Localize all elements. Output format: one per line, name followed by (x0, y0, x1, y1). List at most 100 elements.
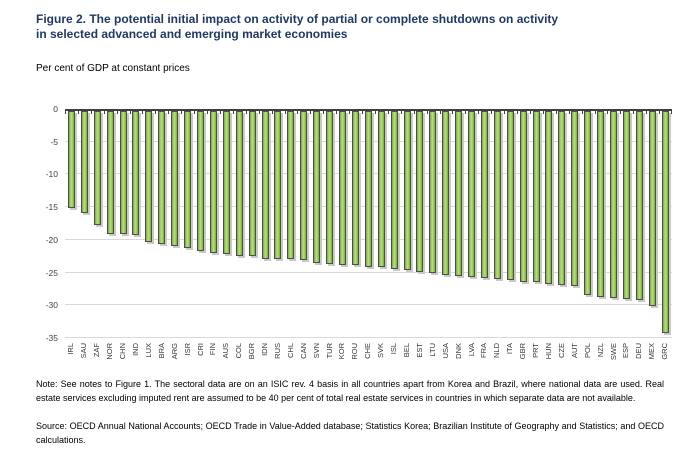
bar-slot-TUR (323, 111, 336, 338)
bar-SAU (80, 111, 88, 214)
bar-slot-ISR (181, 111, 194, 338)
x-label-IND: IND (130, 343, 140, 356)
x-label-slot-AUT: AUT (568, 343, 581, 358)
bar-slot-ESP (620, 111, 633, 338)
x-label-slot-DEU: DEU (633, 343, 646, 359)
x-label-slot-GRC: GRC (659, 343, 672, 360)
bar-slot-SAU (78, 111, 91, 338)
x-label-AUT: AUT (569, 343, 579, 358)
bar-slot-MEX (646, 111, 659, 338)
x-tick-mark (465, 111, 466, 114)
x-tick-mark (595, 111, 596, 114)
x-label-slot-POL: POL (581, 343, 594, 358)
x-tick-mark (349, 111, 350, 114)
x-label-slot-CZE: CZE (555, 343, 568, 358)
y-tick-label--20: -20 (45, 234, 58, 245)
x-label-USA: USA (440, 343, 450, 359)
bar-slot-IND (130, 111, 143, 338)
x-tick-mark (375, 111, 376, 114)
bar-LTU (429, 111, 437, 274)
x-label-LVA: LVA (466, 343, 476, 357)
x-label-BEL: BEL (402, 343, 412, 358)
x-tick-mark (246, 111, 247, 114)
bar-AUT (571, 111, 579, 286)
x-label-NZL: NZL (595, 343, 605, 358)
bar-slot-SVK (375, 111, 388, 338)
bar-slot-CZE (555, 111, 568, 338)
x-label-slot-ITA: ITA (504, 343, 517, 354)
x-tick-mark (259, 111, 260, 114)
x-label-slot-IRL: IRL (65, 343, 78, 355)
bar-slot-BRA (155, 111, 168, 338)
bar-ISR (184, 111, 192, 248)
x-label-slot-BRA: BRA (155, 343, 168, 358)
bar-CAN (300, 111, 308, 261)
x-label-slot-USA: USA (439, 343, 452, 358)
x-tick-mark (233, 111, 234, 114)
x-tick-mark (569, 111, 570, 114)
bar-slot-ARG (168, 111, 181, 338)
bar-slot-BGR (246, 111, 259, 338)
x-label-TUR: TUR (324, 343, 334, 359)
x-tick-mark (414, 111, 415, 114)
bar-ESP (622, 111, 630, 299)
x-label-slot-CRI: CRI (194, 343, 207, 356)
bar-LUX (145, 111, 153, 242)
x-label-LTU: LTU (427, 343, 437, 357)
x-label-GRC: GRC (660, 343, 670, 360)
bar-slot-ITA (504, 111, 517, 338)
bar-CRI (197, 111, 205, 251)
bar-slot-SVN (310, 111, 323, 338)
bar-NLD (493, 111, 501, 280)
bar-COL (235, 111, 243, 256)
x-tick-mark (297, 111, 298, 114)
bar-CHL (287, 111, 295, 260)
bar-ISL (390, 111, 398, 269)
x-label-ESP: ESP (621, 343, 631, 359)
x-label-slot-PRT: PRT (530, 343, 543, 358)
figure-source: Source: OECD Annual National Accounts; O… (36, 421, 664, 445)
x-label-CHN: CHN (118, 343, 128, 360)
figure-title-line1: Figure 2. The potential initial impact o… (36, 12, 559, 26)
x-label-CRI: CRI (195, 343, 205, 356)
x-tick-mark (78, 111, 79, 114)
bar-IDN (261, 111, 269, 259)
y-tick-label--10: -10 (45, 169, 58, 180)
x-tick-mark (310, 111, 311, 114)
x-tick-mark (117, 111, 118, 114)
bar-slot-IDN (259, 111, 272, 338)
x-tick-mark (530, 111, 531, 114)
x-label-slot-BEL: BEL (401, 343, 414, 357)
y-tick-label--25: -25 (45, 267, 58, 278)
bar-chart-plot-area (65, 109, 672, 338)
x-label-slot-GBR: GBR (517, 343, 530, 359)
bar-ROU (351, 111, 359, 266)
x-tick-mark (607, 111, 608, 114)
bar-slot-HUN (543, 111, 556, 338)
x-tick-mark (272, 111, 273, 114)
bar-slot-DEU (633, 111, 646, 338)
x-label-slot-COL: COL (233, 343, 246, 358)
bar-AUS (222, 111, 230, 255)
x-label-PRT: PRT (531, 343, 541, 358)
bar-NOR (106, 111, 114, 234)
bar-slot-IRL (65, 111, 78, 338)
zero-axis-line (65, 109, 672, 111)
x-label-EST: EST (414, 343, 424, 358)
x-tick-mark (362, 111, 363, 114)
x-label-slot-ISL: ISL (388, 343, 401, 354)
bar-slot-GBR (517, 111, 530, 338)
x-label-slot-ISR: ISR (181, 343, 194, 356)
x-label-FIN: FIN (208, 343, 218, 356)
x-label-POL: POL (582, 343, 592, 359)
bar-slot-CAN (297, 111, 310, 338)
x-label-slot-NOR: NOR (104, 343, 117, 360)
bar-slot-EST (413, 111, 426, 338)
bar-slot-CRI (194, 111, 207, 338)
bar-slot-POL (581, 111, 594, 338)
bar-slot-BEL (401, 111, 414, 338)
x-label-FRA: FRA (479, 343, 489, 358)
x-tick-mark (452, 111, 453, 114)
x-label-ISL: ISL (389, 343, 399, 355)
x-label-slot-NLD: NLD (491, 343, 504, 358)
